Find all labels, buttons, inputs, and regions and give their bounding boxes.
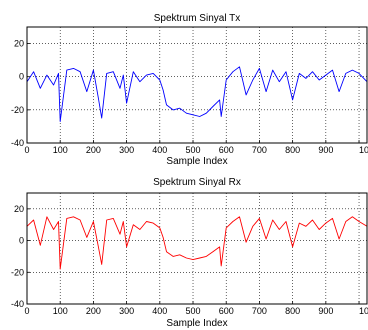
rx-x-tick-label: 600 bbox=[219, 306, 234, 316]
tx-x-tick-label: 200 bbox=[86, 145, 101, 155]
tx-x-tick-label: 100 bbox=[53, 145, 68, 155]
tx-y-tick-label: 20 bbox=[14, 39, 24, 49]
rx-plot-border bbox=[26, 192, 368, 305]
rx-x-tick-label: 400 bbox=[152, 306, 167, 316]
rx-x-tick-label: 100 bbox=[359, 306, 368, 316]
rx-x-tick-label: 700 bbox=[252, 306, 267, 316]
tx-x-tick-label: 100 bbox=[359, 145, 368, 155]
rx-y-tick-label: 20 bbox=[14, 204, 24, 214]
tx-x-tick-label: 800 bbox=[285, 145, 300, 155]
tx-x-tick-label: 900 bbox=[318, 145, 333, 155]
tx-y-tick-label: -40 bbox=[11, 138, 24, 148]
rx-y-tick-label: -20 bbox=[11, 267, 24, 277]
tx-plot-border bbox=[26, 26, 368, 144]
rx-x-tick-label: 300 bbox=[119, 306, 134, 316]
rx-series bbox=[26, 216, 368, 270]
rx-x-tick-label: 0 bbox=[24, 306, 29, 316]
rx-series-line bbox=[26, 216, 368, 270]
rx-x-tick-label: 500 bbox=[186, 306, 201, 316]
rx-x-axis-label: Sample Index bbox=[166, 318, 227, 329]
tx-spectrum-panel: Spektrum Sinyal Tx 0 100 200 300 400 500 600 70… bbox=[11, 13, 368, 167]
tx-plot-area bbox=[27, 27, 367, 143]
rx-chart-title: Spektrum Sinyal Rx bbox=[153, 177, 241, 188]
tx-y-tick-label: -20 bbox=[11, 105, 24, 115]
rx-x-tick-label: 800 bbox=[285, 306, 300, 316]
rx-x-tick-label: 900 bbox=[318, 306, 333, 316]
rx-grid bbox=[27, 193, 367, 304]
tx-y-tick-label: 0 bbox=[19, 72, 24, 82]
tx-x-tick-label: 700 bbox=[252, 145, 267, 155]
tx-chart-title: Spektrum Sinyal Tx bbox=[154, 13, 241, 24]
tx-y-ticks: -40 -20 0 20 bbox=[11, 39, 30, 148]
tx-x-ticks: 0 100 200 300 400 500 600 700 800 900 100 bbox=[24, 140, 368, 155]
tx-x-tick-label: 500 bbox=[186, 145, 201, 155]
tx-x-tick-label: 300 bbox=[119, 145, 134, 155]
tx-grid bbox=[27, 27, 367, 143]
tx-x-tick-label: 0 bbox=[24, 145, 29, 155]
rx-spectrum-panel: Spektrum Sinyal Rx 0 100 200 300 400 500 600 70… bbox=[11, 177, 368, 329]
tx-x-axis-label: Sample Index bbox=[166, 156, 227, 167]
rx-x-tick-label: 200 bbox=[86, 306, 101, 316]
rx-y-ticks: -40 -20 0 20 bbox=[11, 204, 30, 309]
rx-y-tick-label: -40 bbox=[11, 299, 24, 309]
rx-x-tick-label: 100 bbox=[53, 306, 68, 316]
tx-series-line bbox=[26, 66, 368, 122]
tx-x-tick-label: 600 bbox=[219, 145, 234, 155]
tx-x-tick-label: 400 bbox=[152, 145, 167, 155]
rx-plot-area bbox=[27, 193, 367, 304]
tx-series bbox=[26, 66, 368, 122]
rx-x-ticks: 0 100 200 300 400 500 600 700 800 900 100 bbox=[24, 301, 368, 316]
rx-y-tick-label: 0 bbox=[19, 236, 24, 246]
